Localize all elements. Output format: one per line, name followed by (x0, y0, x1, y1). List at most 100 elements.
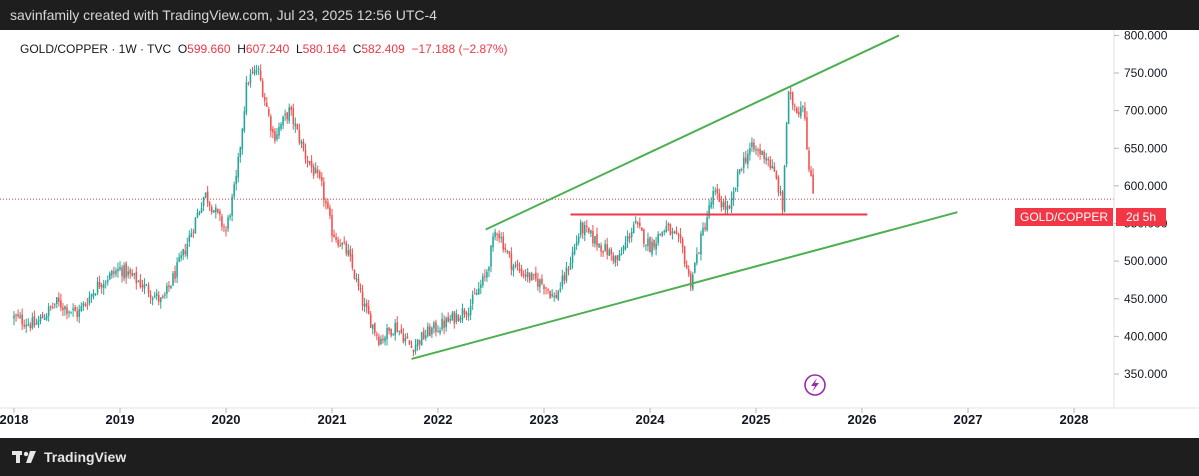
ohlc-legend[interactable]: GOLD/COPPER · 1W · TVC O599.660 H607.240… (20, 42, 508, 56)
price-chart[interactable]: 350.000400.000450.000500.000550.000600.0… (0, 30, 1199, 438)
candle (410, 340, 413, 349)
symbol-info[interactable]: GOLD/COPPER · 1W · TVC (20, 42, 172, 56)
candle (388, 327, 390, 335)
candle (280, 121, 282, 132)
candle (514, 261, 517, 269)
candle (255, 64, 258, 76)
candle (294, 117, 297, 133)
chart-background (0, 30, 1114, 408)
candle-body (651, 241, 653, 255)
candle (374, 322, 376, 337)
candle (773, 162, 776, 173)
candle (545, 287, 547, 295)
upper-channel-line[interactable] (485, 34, 900, 231)
candle-body (13, 315, 15, 319)
tradingview-logo[interactable]: TradingView (12, 446, 126, 468)
drawings-layer[interactable] (0, 34, 1114, 360)
credit-bar: savinfamily created with TradingView.com… (0, 0, 1199, 30)
candle-body (453, 311, 456, 324)
candle-body (329, 207, 331, 216)
candle-body (198, 211, 201, 215)
candle (700, 230, 702, 261)
candle (622, 245, 625, 254)
candle-body (422, 330, 425, 339)
candle (732, 187, 735, 206)
candle (679, 227, 682, 244)
candle-body (355, 278, 358, 280)
candle (402, 328, 405, 344)
candle (76, 306, 78, 322)
candle (571, 246, 574, 269)
candle (453, 310, 456, 329)
candle (420, 331, 423, 346)
candle-body (567, 268, 570, 271)
chart-frame[interactable]: 350.000400.000450.000500.000550.000600.0… (0, 30, 1199, 438)
price-tick-label: 500.000 (1124, 254, 1168, 268)
candle-body (612, 255, 615, 262)
price-axis[interactable]: 350.000400.000450.000500.000550.000600.0… (1114, 30, 1168, 381)
candle-body (755, 149, 757, 151)
candle-body (524, 274, 527, 277)
candle (347, 244, 350, 257)
candle-body (812, 174, 814, 194)
candle-body (512, 265, 515, 271)
candle (56, 297, 58, 309)
candle-body (751, 142, 753, 147)
candle-body (539, 279, 541, 288)
candle-body (543, 285, 545, 290)
candle-body (663, 230, 666, 233)
candle (651, 237, 653, 257)
candle (204, 192, 207, 199)
candle (798, 106, 800, 118)
candle (441, 312, 443, 332)
candle-body (420, 332, 423, 346)
price-tick-label: 750.000 (1124, 66, 1168, 80)
candle-body (418, 340, 421, 345)
candle (335, 232, 337, 243)
candle (284, 109, 286, 121)
candle-body (710, 202, 712, 208)
candle (343, 236, 346, 245)
candle-body (296, 124, 299, 130)
price-tag-countdown-bg (1116, 208, 1166, 226)
candle-body (27, 323, 30, 326)
candle-body (530, 273, 533, 281)
candle-body (433, 322, 435, 329)
price-tick-label: 400.000 (1124, 329, 1168, 343)
candle (94, 292, 97, 296)
candle-body (35, 323, 38, 325)
candle (170, 285, 172, 290)
time-axis[interactable]: 2018 2019 2020 2021 2022 2023 2024 2025 2026 2027… (0, 408, 1088, 427)
candle-body (166, 285, 168, 294)
candle (626, 230, 629, 248)
high-label: H (237, 42, 246, 56)
candle (692, 271, 694, 291)
candle (219, 208, 221, 221)
candle-body (683, 246, 686, 264)
candle (106, 275, 109, 286)
candle (221, 213, 223, 231)
candle (172, 271, 174, 286)
candle-body (763, 151, 765, 159)
candle-body (392, 333, 394, 335)
candle-body (404, 338, 407, 342)
candle-body (292, 108, 295, 124)
candle (168, 281, 170, 292)
candle (726, 200, 729, 216)
candle (241, 127, 244, 155)
candle-body (367, 306, 370, 315)
lower-channel-line[interactable] (411, 211, 958, 360)
candle-body (592, 231, 594, 244)
candle-body (178, 257, 180, 262)
candle-body (802, 105, 804, 107)
candle (229, 213, 231, 221)
candle-body (696, 254, 698, 264)
candle (808, 146, 810, 173)
candle (469, 299, 472, 321)
candle (247, 81, 250, 86)
candle-body (259, 70, 262, 81)
candle-body (730, 198, 733, 210)
candle-body (510, 253, 513, 270)
candle-body (777, 177, 780, 193)
candle-body (706, 217, 708, 231)
